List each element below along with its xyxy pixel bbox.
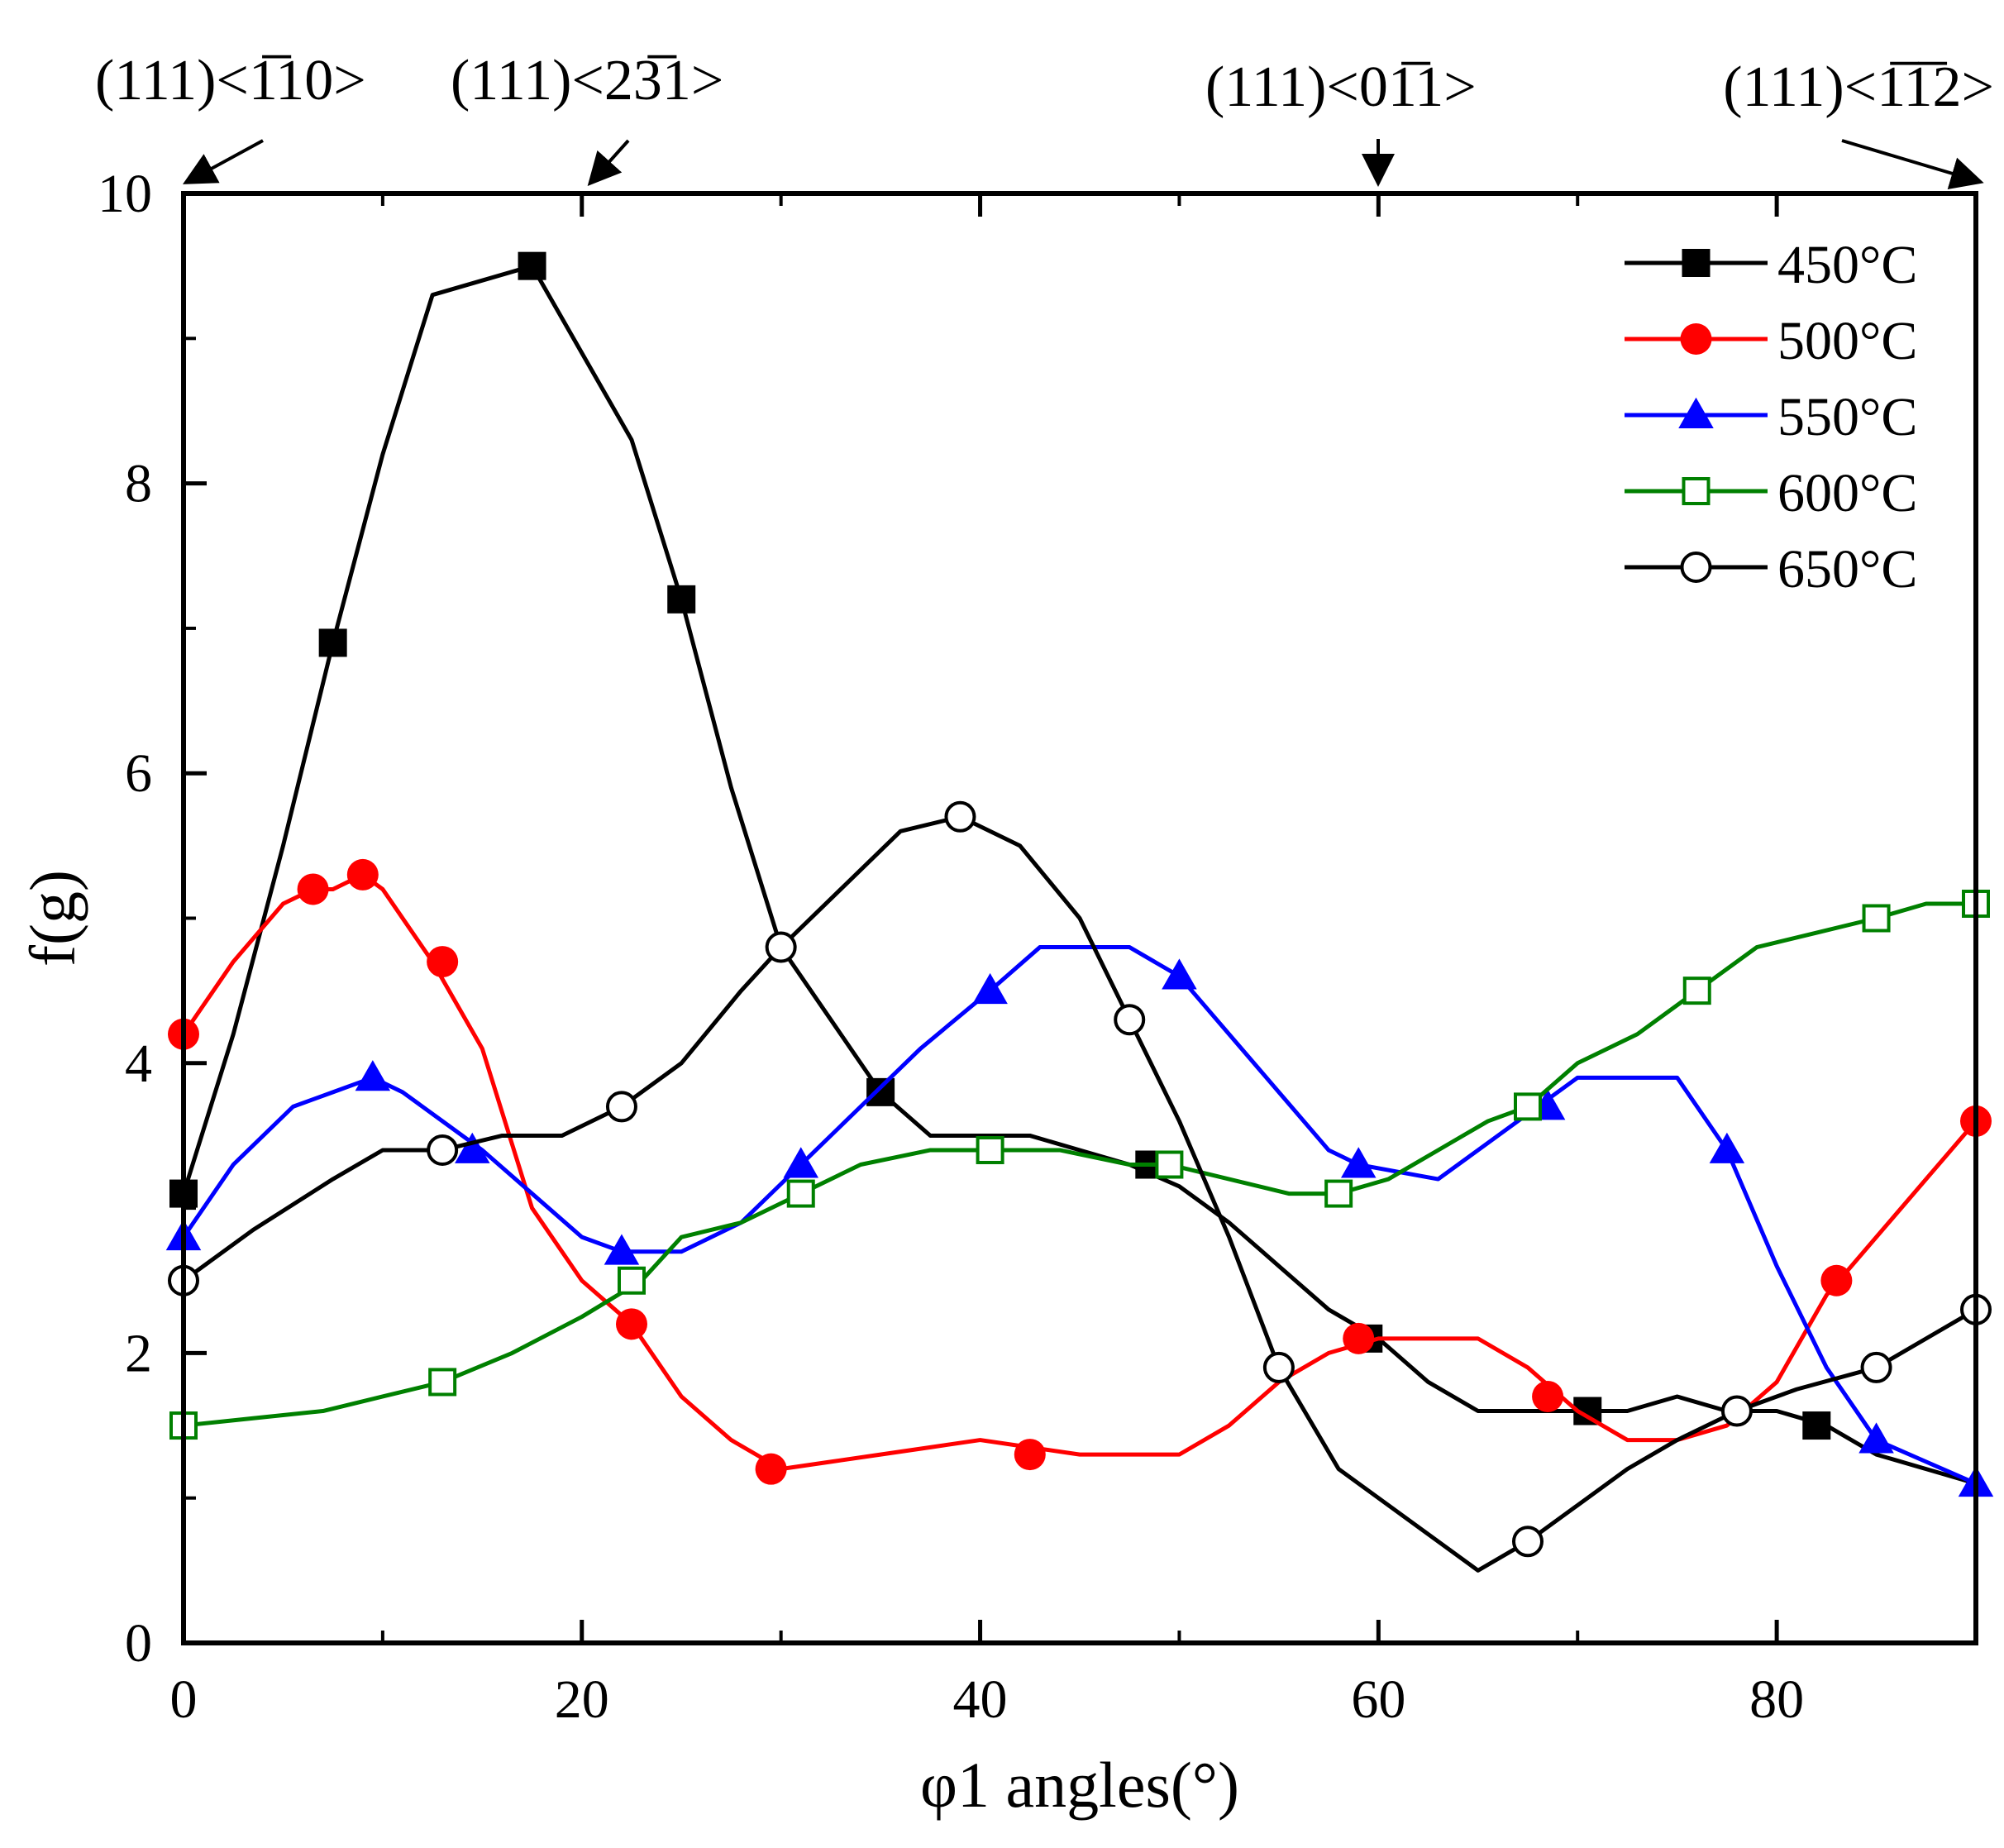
- orientation-annotation: (111)<1̅10>: [95, 49, 366, 184]
- legend-label: 650°C: [1777, 539, 1917, 599]
- data-point: [1680, 552, 1712, 583]
- orientation-label: (111)<01̅1>: [1205, 55, 1477, 119]
- x-tick-label: 0: [170, 1669, 198, 1730]
- x-tick-label: 60: [1351, 1669, 1405, 1730]
- data-point: [1512, 1526, 1544, 1558]
- data-point: [976, 1135, 1004, 1164]
- data-point: [1014, 1439, 1046, 1471]
- data-point: [1114, 1004, 1146, 1036]
- orientation-label: (111)<1̅10>: [95, 49, 366, 112]
- data-point: [1340, 1147, 1377, 1178]
- axes: 0 20 40 60 80 0 2 4 6 8 10: [98, 164, 1804, 1730]
- y-tick-label: 2: [125, 1323, 152, 1383]
- legend: 450°C 500°C 550°C 600°C 650°C: [1625, 235, 1917, 599]
- orientation-label: (111)<1̅1̅2>: [1723, 55, 1994, 119]
- data-point: [605, 1091, 637, 1123]
- legend-entry: 500°C: [1625, 311, 1917, 371]
- orientation-arrow: [1841, 139, 1984, 190]
- legend-label: 600°C: [1777, 463, 1917, 523]
- series-550°C: [165, 945, 1994, 1497]
- data-point: [1858, 1422, 1894, 1454]
- data-point: [755, 1453, 787, 1485]
- data-point: [783, 1147, 819, 1178]
- data-point: [1682, 477, 1711, 505]
- data-point: [972, 972, 1008, 1005]
- data-point: [428, 1368, 457, 1397]
- data-point: [786, 1179, 815, 1208]
- legend-entry: 600°C: [1625, 463, 1917, 523]
- data-point: [297, 873, 329, 905]
- data-point: [1709, 1132, 1745, 1163]
- y-tick-label: 0: [125, 1613, 152, 1674]
- series-line: [182, 814, 1978, 1573]
- data-point: [1860, 1351, 1892, 1383]
- data-point: [667, 585, 696, 614]
- legend-label: 550°C: [1777, 387, 1917, 447]
- data-point: [1262, 1351, 1295, 1383]
- series-line: [181, 945, 1978, 1486]
- data-point: [1802, 1411, 1831, 1440]
- series-450°C: [169, 251, 1977, 1486]
- data-point: [604, 1234, 640, 1265]
- orientation-annotation: (111)<1̅1̅2>: [1723, 55, 1994, 190]
- legend-entry: 550°C: [1625, 387, 1917, 447]
- data-point: [765, 931, 797, 963]
- orientation-label: (111)<23̅1>: [451, 49, 723, 112]
- y-axis-title: f(g): [17, 870, 88, 967]
- data-point: [1682, 977, 1711, 1005]
- data-point: [1680, 323, 1712, 355]
- data-point: [318, 628, 347, 657]
- data-point: [1324, 1179, 1353, 1208]
- orientation-arrow: [587, 139, 630, 186]
- data-point: [1678, 397, 1714, 428]
- data-point: [1682, 249, 1711, 277]
- data-point: [616, 1308, 647, 1340]
- y-tick-label: 4: [125, 1034, 152, 1094]
- data-point: [618, 1266, 646, 1295]
- legend-entry: 450°C: [1625, 235, 1917, 295]
- data-point: [518, 251, 546, 280]
- legend-entry: 650°C: [1625, 539, 1917, 599]
- orientation-annotation: (111)<23̅1>: [451, 49, 723, 186]
- orientation-annotation: (111)<01̅1>: [1205, 55, 1477, 187]
- data-point: [455, 1132, 490, 1163]
- data-point: [427, 946, 459, 978]
- x-tick-label: 40: [953, 1669, 1008, 1730]
- x-axis-title: φ1 angles(°): [920, 1749, 1239, 1821]
- series-500°C: [168, 858, 1992, 1485]
- data-point: [1820, 1264, 1853, 1296]
- legend-label: 500°C: [1777, 311, 1917, 371]
- orientation-annotations: (111)<1̅10> (111)<23̅1> (111)<01̅1> (111)<1…: [95, 49, 1994, 190]
- data-point: [1162, 958, 1197, 990]
- data-point: [1532, 1380, 1564, 1412]
- y-tick-label: 8: [125, 454, 152, 514]
- data-point: [346, 858, 379, 891]
- data-point: [1155, 1150, 1184, 1179]
- data-point: [1862, 904, 1891, 933]
- y-tick-label: 10: [98, 164, 152, 224]
- data-point: [427, 1134, 459, 1166]
- series-650°C: [168, 800, 1992, 1573]
- x-tick-label: 20: [555, 1669, 609, 1730]
- data-point: [1343, 1322, 1375, 1354]
- data-point: [1514, 1092, 1542, 1121]
- orientation-arrow: [182, 139, 264, 184]
- series-layer: [165, 251, 1994, 1573]
- y-tick-label: 6: [125, 743, 152, 804]
- series-line: [181, 264, 1977, 1486]
- data-point: [944, 800, 976, 833]
- data-point: [866, 1077, 895, 1106]
- x-tick-label: 80: [1749, 1669, 1804, 1730]
- data-point: [355, 1060, 391, 1091]
- data-point: [1720, 1395, 1753, 1427]
- series-600°C: [169, 889, 1990, 1440]
- legend-label: 450°C: [1777, 235, 1917, 295]
